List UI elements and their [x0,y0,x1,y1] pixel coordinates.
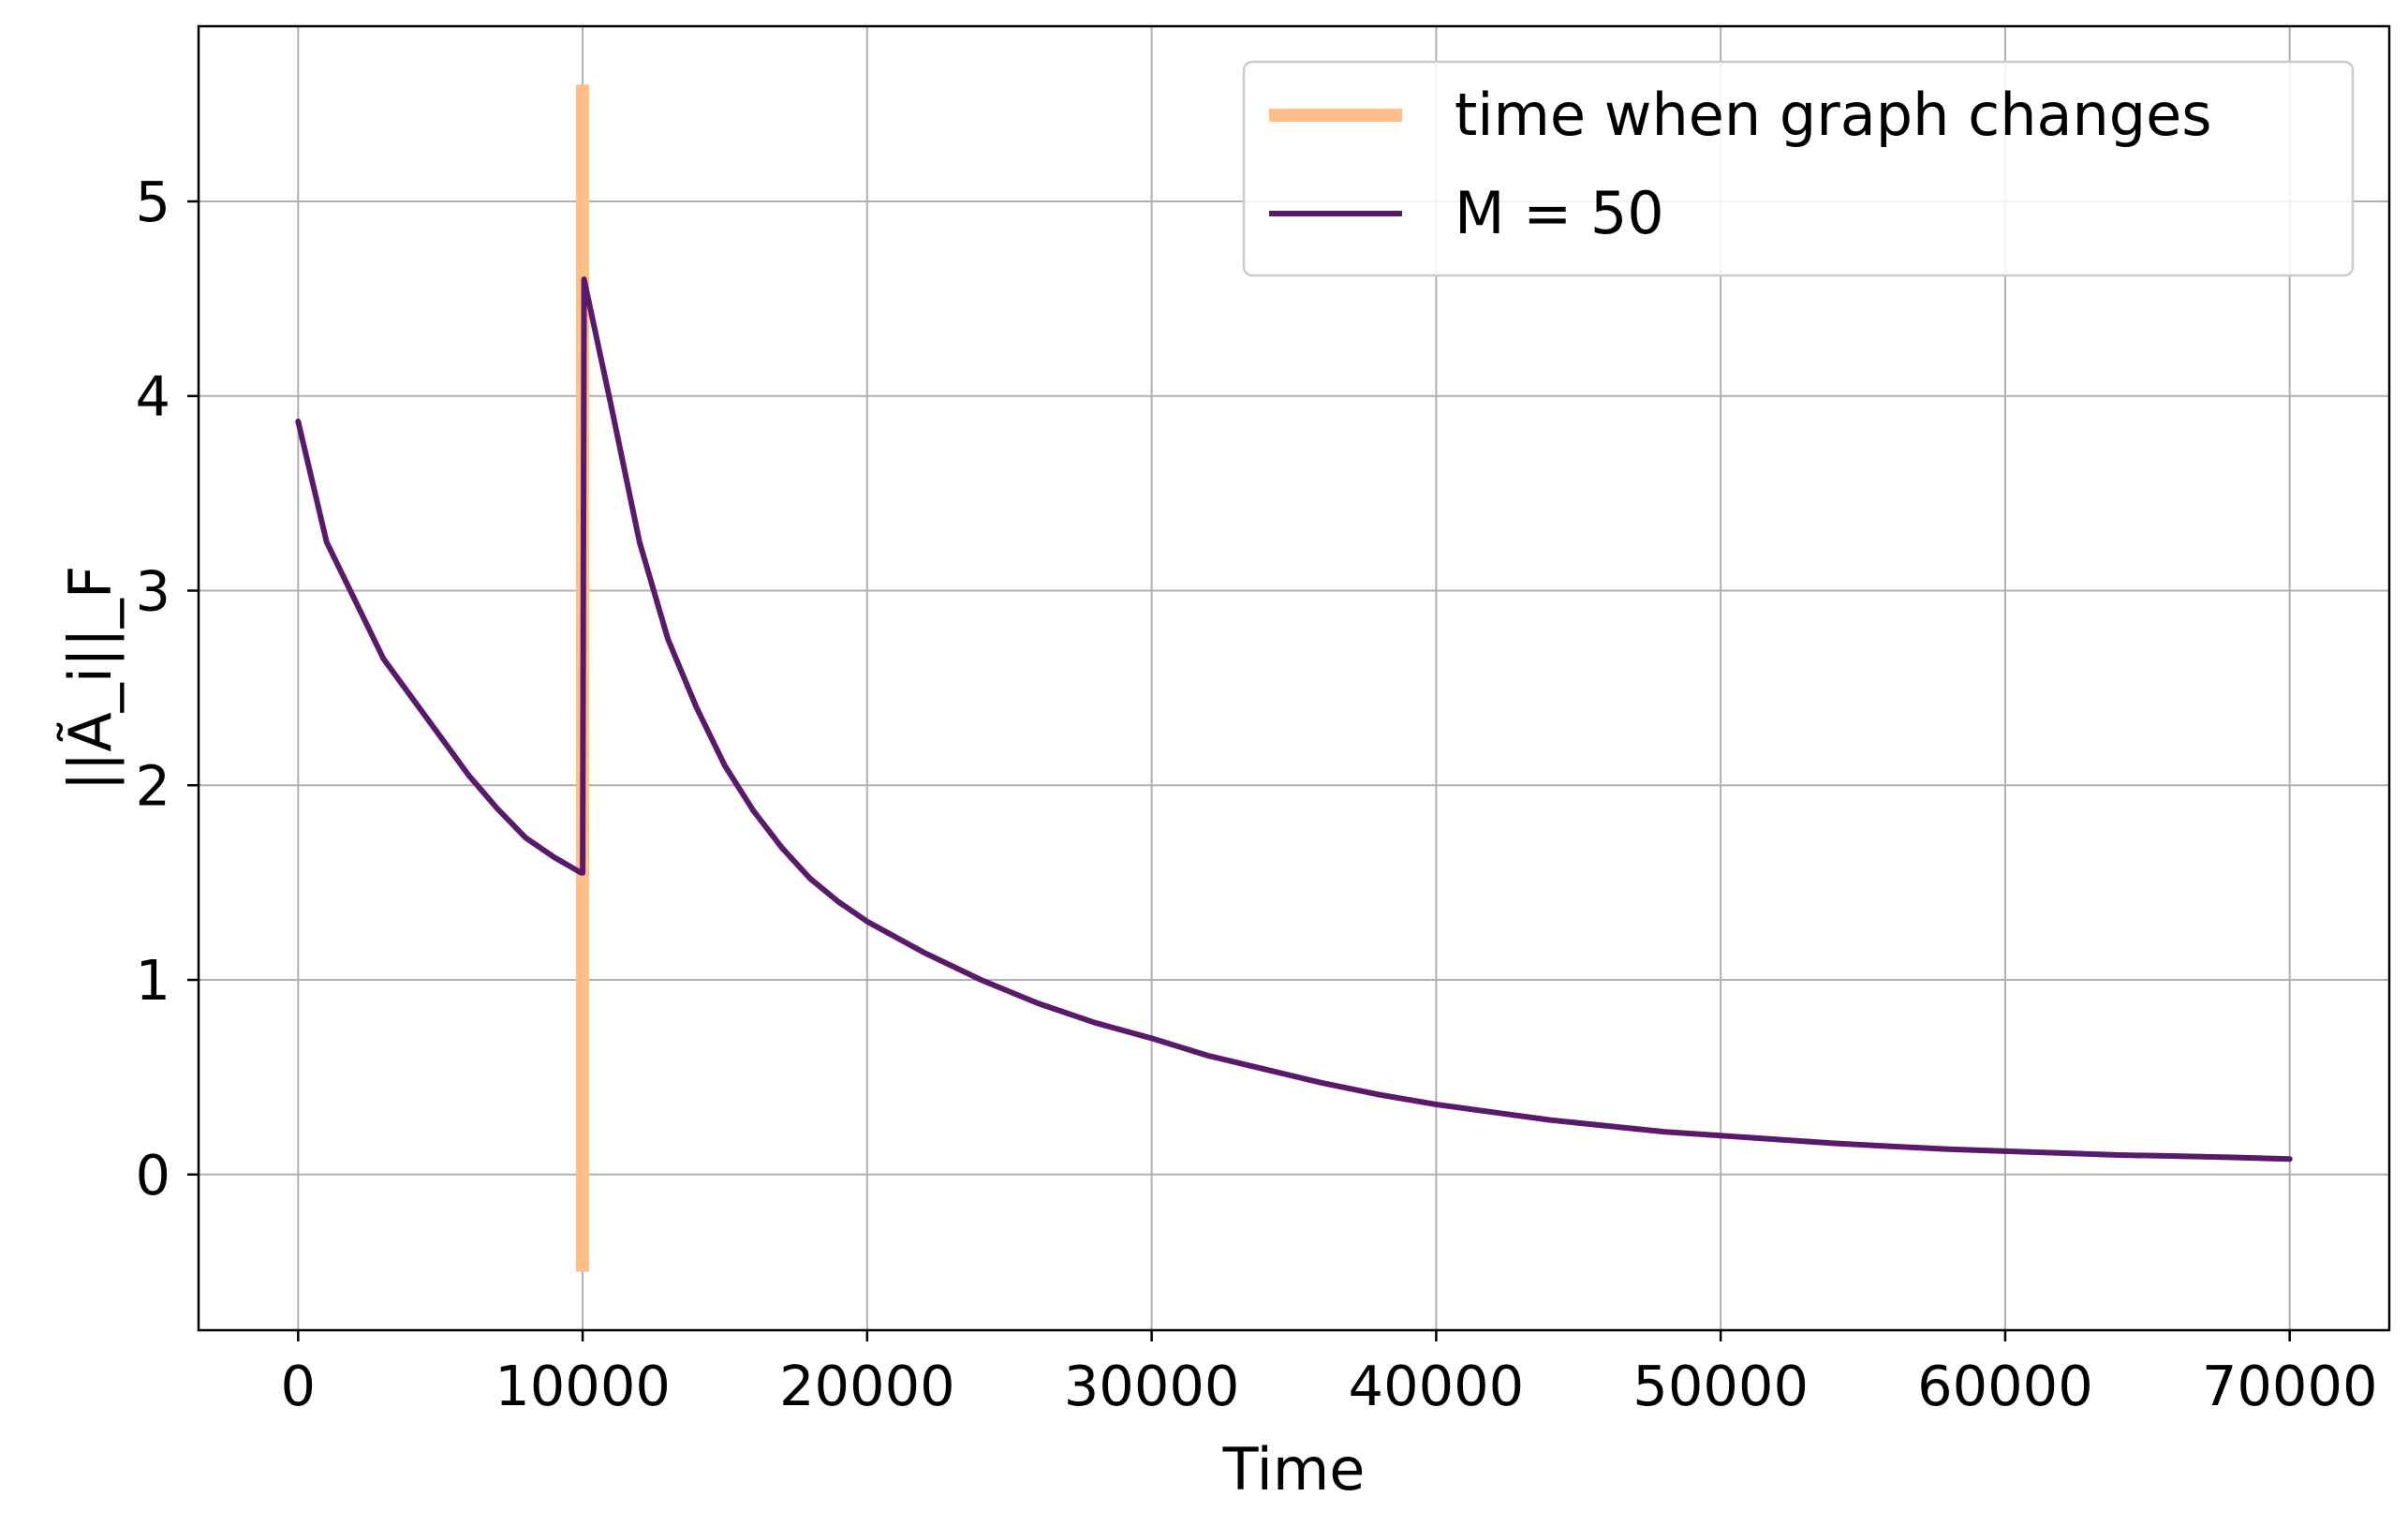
legend: time when graph changes M = 50 [1242,60,2355,277]
y-tick-label: 4 [135,364,170,429]
x-tick-label: 60000 [1917,1354,2093,1418]
y-axis-label-text: ||Ã_i||_F [56,566,126,792]
x-tick-label: 30000 [1064,1354,1240,1418]
legend-label: M = 50 [1455,179,1664,247]
x-tick-label: 0 [281,1354,317,1418]
plot-frame [197,24,2391,1332]
y-tick-label: 3 [135,559,170,624]
legend-label: time when graph changes [1455,81,2212,149]
x-tick-label: 10000 [495,1354,671,1418]
x-tick-label: 20000 [779,1354,955,1418]
x-tick-label: 40000 [1349,1354,1525,1418]
y-tick-label: 0 [135,1143,170,1207]
axis-ticks: 0 10000 20000 30000 40000 50000 60000 70000 0 1 2 3… [135,170,2377,1418]
x-axis-label: Time [1222,1435,1366,1504]
series-layer [295,84,2293,1272]
y-tick-label: 2 [135,753,170,818]
series-line-m50 [295,276,2293,1163]
y-axis-label: ||Ã_i||_F [56,566,126,792]
y-tick-label: 1 [135,948,170,1013]
y-tick-label: 5 [135,170,170,234]
x-tick-label: 50000 [1632,1354,1809,1418]
legend-box [1242,60,2355,277]
x-tick-label: 70000 [2202,1354,2378,1418]
